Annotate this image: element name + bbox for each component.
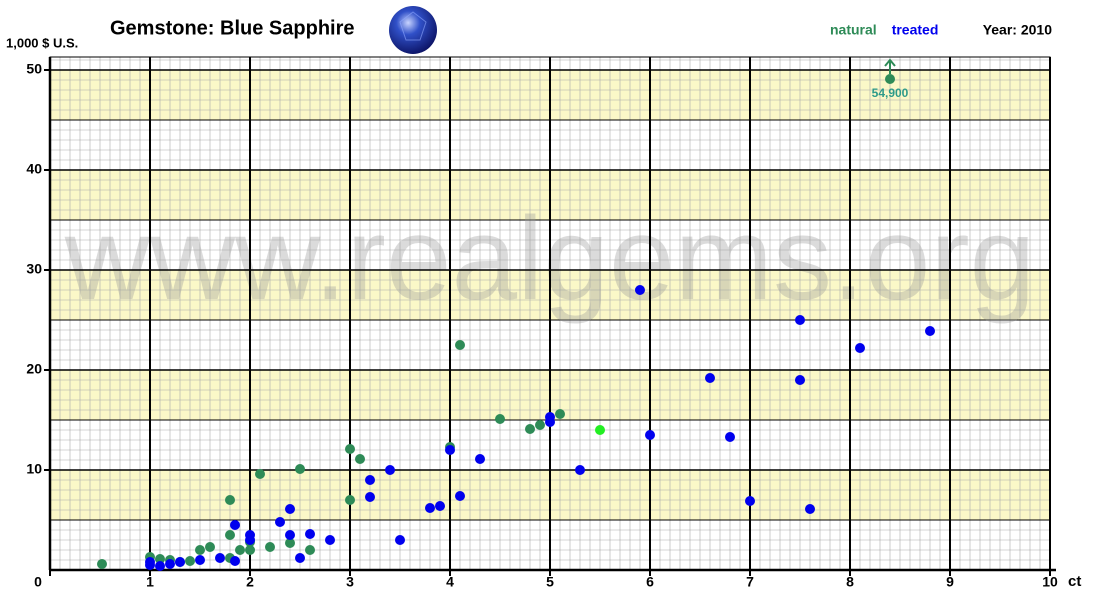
point (345, 444, 355, 454)
point (205, 542, 215, 552)
point (555, 409, 565, 419)
legend: natural treated (830, 22, 938, 38)
point (425, 503, 435, 513)
point (925, 326, 935, 336)
gem-body (389, 6, 437, 54)
gem-icon (389, 6, 437, 54)
y-tick-label: 40 (26, 161, 42, 177)
point (355, 454, 365, 464)
point (275, 517, 285, 527)
x-tick-label: 10 (1042, 574, 1058, 590)
point (225, 530, 235, 540)
x-tick-label: 8 (846, 574, 854, 590)
point (475, 454, 485, 464)
point (435, 501, 445, 511)
x-axis-label: ct (1068, 573, 1081, 590)
point (155, 554, 165, 564)
x-tick-label: 5 (546, 574, 554, 590)
x-tick-label: 3 (346, 574, 354, 590)
point (305, 529, 315, 539)
point (295, 553, 305, 563)
plot-area: www.realgems.org (49, 56, 1051, 571)
highlight-point (595, 425, 605, 435)
point (385, 465, 395, 475)
gem-facets (399, 11, 427, 41)
x-tick-label: 2 (246, 574, 254, 590)
point (215, 553, 225, 563)
y-tick-label: 20 (26, 361, 42, 377)
point (395, 535, 405, 545)
point (635, 285, 645, 295)
point (155, 561, 165, 571)
point (165, 559, 175, 569)
point (265, 542, 275, 552)
point (285, 538, 295, 548)
point (365, 475, 375, 485)
point (230, 520, 240, 530)
point (345, 495, 355, 505)
point (745, 496, 755, 506)
point (445, 445, 455, 455)
legend-entry: treated (892, 22, 939, 38)
point (455, 491, 465, 501)
point (195, 545, 205, 555)
point (795, 375, 805, 385)
point (725, 432, 735, 442)
point (645, 430, 655, 440)
point (705, 373, 715, 383)
x-tick-label: 9 (946, 574, 954, 590)
y-tick-label: 10 (26, 461, 42, 477)
chart-title: Gemstone: Blue Sapphire (110, 17, 355, 39)
point (795, 315, 805, 325)
point (230, 556, 240, 566)
point (495, 414, 505, 424)
point (525, 424, 535, 434)
legend-entry: natural (830, 22, 877, 38)
off-scale-point (885, 74, 895, 84)
point (245, 535, 255, 545)
x-tick-label: 1 (146, 574, 154, 590)
point (805, 504, 815, 514)
point (325, 535, 335, 545)
y-axis-label: 1,000 $ U.S. (6, 35, 78, 50)
point (235, 545, 245, 555)
point (185, 556, 195, 566)
point (145, 557, 155, 567)
x-tick-label: 4 (446, 574, 454, 590)
x-tick-label: 0 (34, 574, 42, 590)
point (285, 530, 295, 540)
off-scale-arrowhead (884, 58, 896, 67)
point (97, 559, 107, 569)
point (305, 545, 315, 555)
point (535, 420, 545, 430)
y-tick-label: 50 (26, 61, 42, 77)
point (295, 464, 305, 474)
point (195, 555, 205, 565)
point (175, 557, 185, 567)
point (575, 465, 585, 475)
point (365, 492, 375, 502)
x-tick-label: 6 (646, 574, 654, 590)
point (455, 340, 465, 350)
point (245, 545, 255, 555)
point (545, 417, 555, 427)
point (225, 495, 235, 505)
point (255, 469, 265, 479)
off-scale-label: 54,900 (872, 86, 909, 100)
year-label: Year: 2010 (983, 22, 1052, 38)
x-tick-label: 7 (746, 574, 754, 590)
point (855, 343, 865, 353)
point (285, 504, 295, 514)
y-tick-label: 30 (26, 261, 42, 277)
